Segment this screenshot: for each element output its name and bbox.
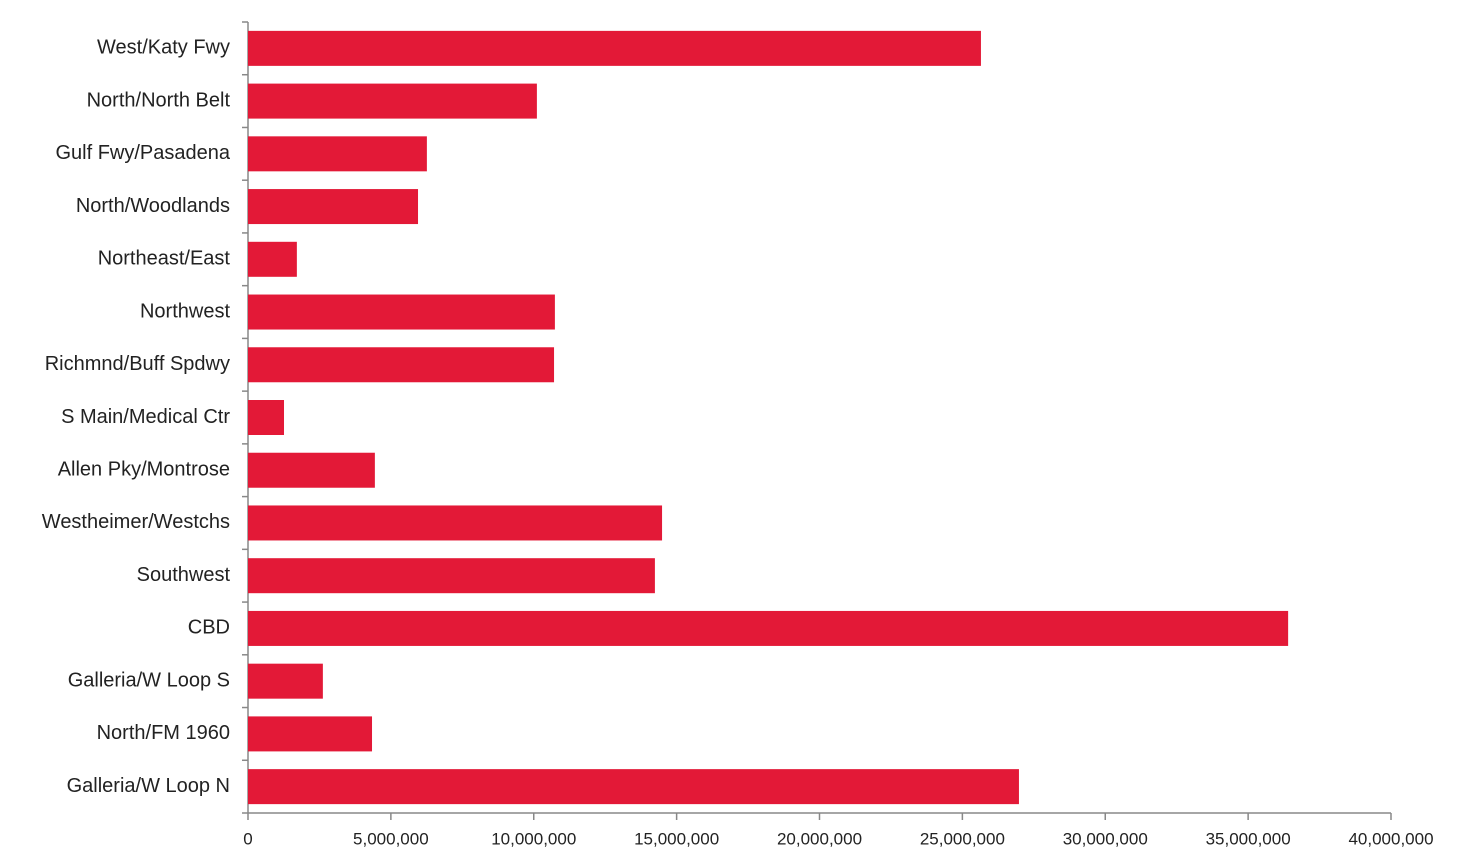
x-tick-label: 25,000,000: [920, 829, 1005, 848]
x-tick-label: 40,000,000: [1348, 829, 1433, 848]
bar: [248, 558, 655, 594]
bar: [248, 452, 375, 488]
x-tick-label: 10,000,000: [491, 829, 576, 848]
bar: [248, 505, 663, 541]
x-tick-label: 20,000,000: [777, 829, 862, 848]
y-tick-label: Allen Pky/Montrose: [58, 459, 230, 481]
x-tick-label: 15,000,000: [634, 829, 719, 848]
bar: [248, 83, 537, 119]
y-tick-label: North/FM 1960: [97, 722, 230, 744]
y-tick-label: Richmnd/Buff Spdwy: [45, 353, 230, 375]
x-tick-label: 30,000,000: [1063, 829, 1148, 848]
x-tick-label: 0: [243, 829, 252, 848]
y-tick-label: North/North Belt: [87, 89, 231, 111]
y-tick-label: CBD: [188, 617, 230, 639]
y-tick-label: Galleria/W Loop S: [68, 669, 230, 691]
bar: [248, 136, 427, 172]
bar: [248, 294, 555, 330]
bar: [248, 610, 1289, 646]
y-tick-label: Southwest: [137, 564, 231, 586]
y-tick-label: Gulf Fwy/Pasadena: [55, 142, 230, 164]
y-tick-label: West/Katy Fwy: [97, 37, 230, 59]
bar: [248, 347, 555, 383]
bar: [248, 769, 1019, 805]
x-tick-label: 35,000,000: [1206, 829, 1291, 848]
y-tick-label: Northeast/East: [98, 248, 231, 270]
bar: [248, 189, 419, 225]
bar: [248, 30, 981, 66]
y-tick-label: Galleria/W Loop N: [67, 775, 230, 797]
y-tick-label: North/Woodlands: [76, 195, 230, 217]
bar: [248, 716, 373, 752]
bar: [248, 663, 323, 699]
y-tick-label: Westheimer/Westchs: [42, 511, 230, 533]
x-tick-label: 5,000,000: [353, 829, 429, 848]
y-tick-label: S Main/Medical Ctr: [61, 406, 230, 428]
bar: [248, 241, 297, 277]
y-tick-label: Northwest: [140, 300, 230, 322]
bar: [248, 400, 285, 435]
